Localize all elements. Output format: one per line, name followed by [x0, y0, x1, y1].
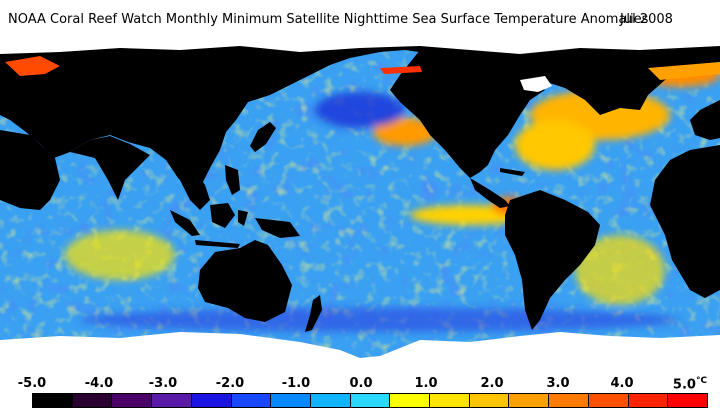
legend-tick: 1.0: [414, 376, 438, 391]
map-title-bar: NOAA Coral Reef Watch Monthly Minimum Sa…: [0, 0, 720, 40]
warm-anomaly-south-atlantic: [575, 235, 665, 305]
legend-swatch: [469, 394, 510, 407]
legend-swatch: [231, 394, 272, 407]
legend-swatch: [271, 394, 311, 407]
legend-swatch: [628, 394, 669, 407]
legend-swatch: [152, 394, 192, 407]
legend-swatch: [588, 394, 629, 407]
legend-swatch: [549, 394, 589, 407]
legend-swatch: [33, 394, 73, 407]
map-date: Jul 2008: [620, 12, 673, 27]
warm-anomaly-nw-atlantic: [515, 120, 595, 170]
land-philippines: [225, 165, 240, 195]
ice-hudson: [520, 76, 552, 92]
land-cuba: [500, 168, 525, 176]
land-greenland: [570, 48, 660, 85]
legend-swatch: [350, 394, 391, 407]
legend-tick: -3.0: [148, 376, 178, 391]
legend-tick: -5.0: [17, 376, 47, 391]
legend-tick: 4.0: [610, 376, 634, 391]
legend-tick: -1.0: [281, 376, 311, 391]
cool-anomaly-gulf-of-alaska: [315, 92, 405, 128]
legend-tick: 0.0: [349, 376, 373, 391]
land-japan: [250, 122, 276, 152]
land-india: [70, 136, 150, 200]
ice-antarctic: [0, 332, 720, 370]
legend-swatch: [668, 394, 707, 407]
legend-tick: -4.0: [84, 376, 114, 391]
ice-arctic-1: [0, 40, 720, 54]
world-map-svg: [0, 40, 720, 370]
legend-tick: 3.0: [546, 376, 570, 391]
land-central-america: [470, 178, 510, 208]
warm-anomaly-north-pacific: [373, 118, 437, 146]
land-sumatra: [170, 210, 200, 236]
legend-color-bar: [32, 393, 708, 408]
land-australia: [198, 240, 292, 322]
land-new-guinea: [255, 218, 300, 238]
legend-swatch: [430, 394, 470, 407]
land-new-zealand: [305, 295, 322, 332]
arctic-hotspots: [5, 56, 720, 80]
land-java: [195, 240, 240, 248]
land-north-america: [390, 50, 545, 178]
legend-swatch: [509, 394, 550, 407]
cool-anomaly-southern-ocean: [80, 308, 680, 332]
hotspot-east-siberian: [380, 66, 422, 74]
sea-ice: [0, 40, 720, 370]
land-borneo: [210, 203, 235, 228]
land-south-america: [505, 190, 600, 330]
legend-swatch: [72, 394, 113, 407]
legend-swatch: [112, 394, 153, 407]
warm-anomaly-indian: [65, 230, 175, 280]
land-sulawesi: [238, 210, 248, 226]
legend-swatch: [310, 394, 351, 407]
land-africa-east: [650, 145, 720, 298]
hotspot-kara-sea: [5, 56, 60, 76]
legend-tick-max: 5.0°C: [672, 376, 708, 393]
hotspot-baffin: [648, 62, 720, 80]
legend-unit: °C: [695, 376, 708, 386]
land-africa: [0, 130, 60, 210]
land-europe: [690, 100, 720, 140]
legend-swatch: [390, 394, 431, 407]
sst-anomaly-map: [0, 40, 720, 370]
land-se-asia: [150, 148, 210, 210]
legend-tick: 2.0: [480, 376, 504, 391]
legend-tick: -2.0: [215, 376, 245, 391]
map-title: NOAA Coral Reef Watch Monthly Minimum Sa…: [8, 12, 649, 27]
legend-swatch: [191, 394, 232, 407]
